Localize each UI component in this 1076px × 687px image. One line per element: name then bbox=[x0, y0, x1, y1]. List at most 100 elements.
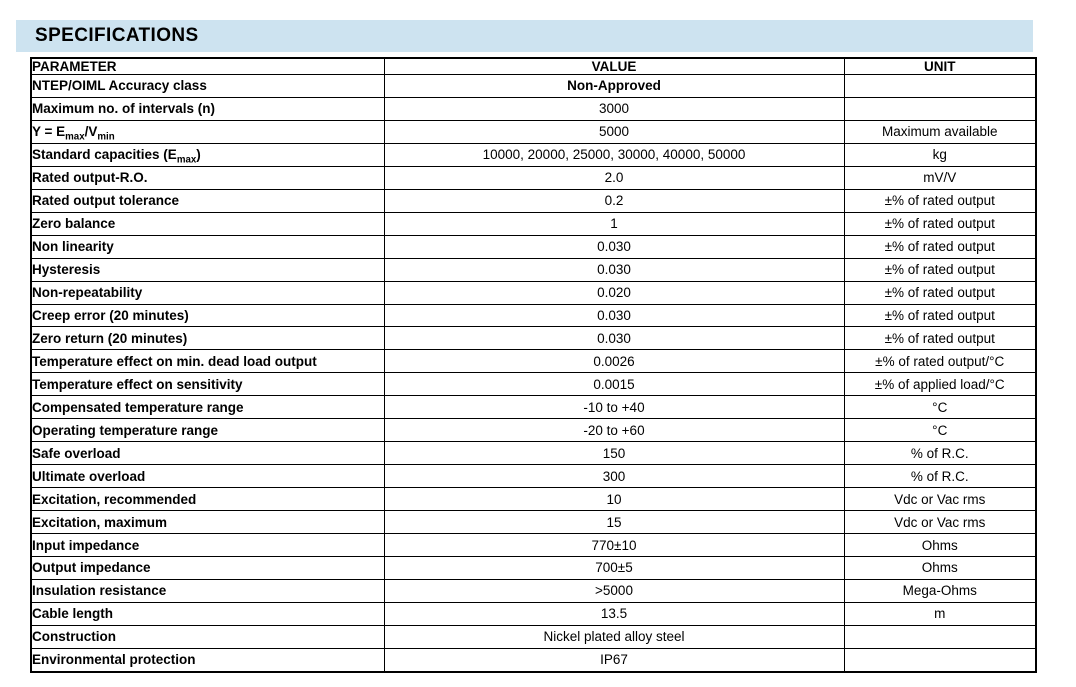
section-header-bar: SPECIFICATIONS bbox=[16, 20, 1033, 52]
table-row: Operating temperature range -20 to +60 °C bbox=[30, 418, 1037, 443]
parameter-cell: Input impedance bbox=[30, 533, 385, 558]
value-cell: 0.2 bbox=[383, 188, 845, 213]
parameter-cell: Maximum no. of intervals (n) bbox=[30, 96, 385, 121]
parameter-cell: Zero return (20 minutes) bbox=[30, 326, 385, 351]
specifications-table: PARAMETER VALUE UNIT NTEP/OIML Accuracy … bbox=[30, 57, 1037, 673]
parameter-cell: Ultimate overload bbox=[30, 464, 385, 489]
unit-cell bbox=[843, 74, 1037, 98]
value-cell: 300 bbox=[383, 464, 845, 489]
table-row: Hysteresis 0.030 ±% of rated output bbox=[30, 257, 1037, 282]
table-row: Temperature effect on min. dead load out… bbox=[30, 349, 1037, 374]
table-row: Environmental protection IP67 bbox=[30, 647, 1037, 673]
unit-cell bbox=[843, 96, 1037, 121]
value-cell: Nickel plated alloy steel bbox=[383, 624, 845, 649]
table-row: Construction Nickel plated alloy steel bbox=[30, 624, 1037, 649]
parameter-text: Standard capacities (E bbox=[32, 147, 177, 163]
parameter-text: /V bbox=[84, 124, 98, 140]
unit-cell: % of R.C. bbox=[843, 441, 1037, 466]
unit-cell: °C bbox=[843, 395, 1037, 420]
unit-cell bbox=[843, 624, 1037, 649]
parameter-cell: Rated output-R.O. bbox=[30, 165, 385, 190]
table-row: Output impedance 700±5 Ohms bbox=[30, 556, 1037, 580]
parameter-cell: Construction bbox=[30, 624, 385, 649]
parameter-cell: Output impedance bbox=[30, 556, 385, 580]
table-row: Ultimate overload 300% of R.C. bbox=[30, 464, 1037, 489]
parameter-cell: Insulation resistance bbox=[30, 578, 385, 603]
value-cell: >5000 bbox=[383, 578, 845, 603]
unit-cell: Maximum available bbox=[843, 119, 1037, 144]
parameter-text: Y = E bbox=[32, 124, 66, 140]
parameter-cell: NTEP/OIML Accuracy class bbox=[30, 74, 385, 98]
value-cell: 0.0026 bbox=[383, 349, 845, 374]
table-row: Cable length 13.5 m bbox=[30, 601, 1037, 626]
parameter-cell: Standard capacities (Emax) bbox=[30, 142, 385, 167]
value-cell: 3000 bbox=[383, 96, 845, 121]
column-header-unit: UNIT bbox=[843, 57, 1037, 75]
unit-cell: ±% of rated output/°C bbox=[843, 349, 1037, 374]
table-row: Rated output-R.O. 2.0 mV/V bbox=[30, 165, 1037, 190]
unit-cell: Ohms bbox=[843, 533, 1037, 558]
page-title: SPECIFICATIONS bbox=[35, 25, 199, 46]
value-cell: 2.0 bbox=[383, 165, 845, 190]
value-cell: 13.5 bbox=[383, 601, 845, 626]
parameter-cell: Excitation, maximum bbox=[30, 510, 385, 535]
unit-cell: ±% of rated output bbox=[843, 188, 1037, 213]
table-row: Safe overload 150% of R.C. bbox=[30, 441, 1037, 466]
parameter-subscript: min bbox=[97, 132, 115, 144]
table-row: Rated output tolerance 0.2 ±% of rated out… bbox=[30, 188, 1037, 213]
value-cell: IP67 bbox=[383, 647, 845, 673]
value-cell: 0.020 bbox=[383, 280, 845, 305]
unit-cell: ±% of rated output bbox=[843, 257, 1037, 282]
unit-cell: ±% of rated output bbox=[843, 326, 1037, 351]
table-row: Insulation resistance >5000 Mega-Ohms bbox=[30, 578, 1037, 603]
unit-cell: kg bbox=[843, 142, 1037, 167]
parameter-cell: Creep error (20 minutes) bbox=[30, 303, 385, 328]
value-cell: 10000, 20000, 25000, 30000, 40000, 50000 bbox=[383, 142, 845, 167]
table-row: Non linearity 0.030 ±% of rated output bbox=[30, 234, 1037, 259]
unit-cell: Vdc or Vac rms bbox=[843, 487, 1037, 512]
unit-cell: ±% of rated output bbox=[843, 280, 1037, 305]
table-row: Non-repeatability 0.020 ±% of rated output bbox=[30, 280, 1037, 305]
table-row: Input impedance 770±10 Ohms bbox=[30, 533, 1037, 558]
unit-cell: ±% of rated output bbox=[843, 234, 1037, 259]
table-row: Maximum no. of intervals (n) 3000 bbox=[30, 96, 1037, 121]
table-row: Compensated temperature range -10 to +40 °… bbox=[30, 395, 1037, 420]
table-row: Zero return (20 minutes) 0.030 ±% of rated… bbox=[30, 326, 1037, 351]
value-cell: 10 bbox=[383, 487, 845, 512]
parameter-cell: Temperature effect on sensitivity bbox=[30, 372, 385, 397]
parameter-cell: Rated output tolerance bbox=[30, 188, 385, 213]
unit-cell bbox=[843, 647, 1037, 673]
value-cell: 150 bbox=[383, 441, 845, 466]
value-cell: -20 to +60 bbox=[383, 418, 845, 443]
table-row: Excitation, maximum 15 Vdc or Vac rms bbox=[30, 510, 1037, 535]
parameter-cell: Cable length bbox=[30, 601, 385, 626]
parameter-cell: Compensated temperature range bbox=[30, 395, 385, 420]
value-cell: 15 bbox=[383, 510, 845, 535]
unit-cell: ±% of rated output bbox=[843, 303, 1037, 328]
table-row: NTEP/OIML Accuracy class Non-Approved bbox=[30, 74, 1037, 98]
value-cell: 0.030 bbox=[383, 257, 845, 282]
value-cell: 0.030 bbox=[383, 326, 845, 351]
unit-cell: Ohms bbox=[843, 556, 1037, 580]
parameter-cell: Zero balance bbox=[30, 211, 385, 236]
parameter-cell: Operating temperature range bbox=[30, 418, 385, 443]
unit-cell: °C bbox=[843, 418, 1037, 443]
table-row: Standard capacities (Emax) 10000, 20000, … bbox=[30, 142, 1037, 167]
parameter-cell: Y = Emax/Vmin bbox=[30, 119, 385, 144]
value-cell: 5000 bbox=[383, 119, 845, 144]
parameter-subscript: max bbox=[176, 155, 197, 167]
parameter-cell: Temperature effect on min. dead load out… bbox=[30, 349, 385, 374]
unit-cell: % of R.C. bbox=[843, 464, 1037, 489]
table-row: Zero balance 1 ±% of rated output bbox=[30, 211, 1037, 236]
unit-cell: Mega-Ohms bbox=[843, 578, 1037, 603]
unit-cell: Vdc or Vac rms bbox=[843, 510, 1037, 535]
value-cell: -10 to +40 bbox=[383, 395, 845, 420]
parameter-cell: Hysteresis bbox=[30, 257, 385, 282]
unit-cell: ±% of rated output bbox=[843, 211, 1037, 236]
column-header-parameter: PARAMETER bbox=[30, 57, 385, 75]
unit-cell: mV/V bbox=[843, 165, 1037, 190]
parameter-cell: Safe overload bbox=[30, 441, 385, 466]
table-row: Creep error (20 minutes) 0.030 ±% of rated… bbox=[30, 303, 1037, 328]
parameter-cell: Environmental protection bbox=[30, 647, 385, 673]
